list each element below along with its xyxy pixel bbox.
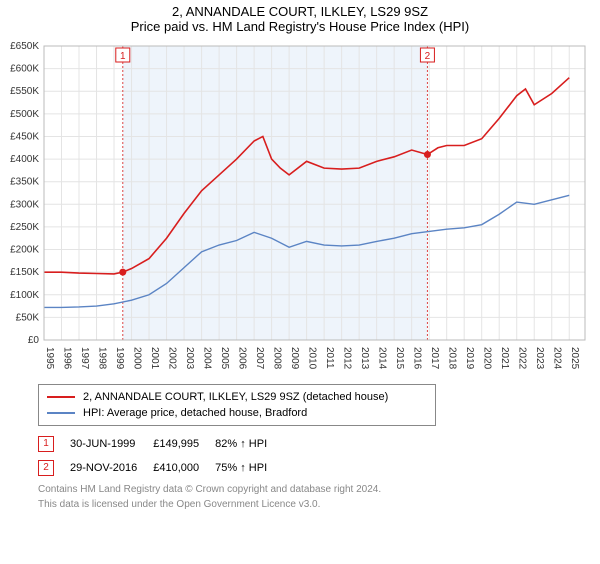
sale-date: 29-NOV-2016 xyxy=(70,456,153,480)
price-chart: £0 £50K £100K £150K £200K £250K £300K £350K £400… xyxy=(0,38,600,378)
svg-text:1: 1 xyxy=(120,51,126,62)
svg-text:£350K: £350K xyxy=(10,177,39,188)
sale-row: 2 29-NOV-2016£410,00075% ↑ HPI xyxy=(38,456,283,480)
svg-text:2006: 2006 xyxy=(237,347,248,370)
attribution-line-1: Contains HM Land Registry data © Crown c… xyxy=(38,484,600,495)
svg-text:2020: 2020 xyxy=(482,347,493,370)
legend-swatch xyxy=(47,412,75,414)
svg-text:1999: 1999 xyxy=(114,347,125,370)
sale-row: 1 30-JUN-1999£149,99582% ↑ HPI xyxy=(38,432,283,456)
svg-text:2009: 2009 xyxy=(289,347,300,370)
svg-text:2000: 2000 xyxy=(132,347,143,370)
svg-text:2010: 2010 xyxy=(307,347,318,370)
svg-text:2005: 2005 xyxy=(219,347,230,370)
sale-price: £149,995 xyxy=(153,432,215,456)
svg-text:2011: 2011 xyxy=(324,347,335,369)
svg-text:2008: 2008 xyxy=(272,347,283,370)
svg-text:2013: 2013 xyxy=(359,347,370,370)
svg-text:£200K: £200K xyxy=(10,245,39,256)
svg-text:1997: 1997 xyxy=(79,347,90,370)
svg-text:£300K: £300K xyxy=(10,199,39,210)
svg-text:£400K: £400K xyxy=(10,154,39,165)
svg-text:2003: 2003 xyxy=(184,347,195,370)
svg-text:2014: 2014 xyxy=(377,347,388,370)
svg-text:2022: 2022 xyxy=(517,347,528,370)
svg-text:£150K: £150K xyxy=(10,267,39,278)
svg-text:2: 2 xyxy=(425,51,431,62)
svg-text:2017: 2017 xyxy=(429,347,440,370)
svg-text:2024: 2024 xyxy=(552,347,563,370)
svg-text:2016: 2016 xyxy=(412,347,423,370)
legend-item: HPI: Average price, detached house, Brad… xyxy=(47,405,427,421)
svg-text:1998: 1998 xyxy=(97,347,108,370)
svg-text:£600K: £600K xyxy=(10,64,39,75)
sale-pct: 75% ↑ HPI xyxy=(215,456,283,480)
legend-item: 2, ANNANDALE COURT, ILKLEY, LS29 9SZ (de… xyxy=(47,389,427,405)
svg-text:2023: 2023 xyxy=(534,347,545,370)
svg-text:1995: 1995 xyxy=(44,347,55,370)
svg-text:£100K: £100K xyxy=(10,290,39,301)
legend-label: 2, ANNANDALE COURT, ILKLEY, LS29 9SZ (de… xyxy=(83,391,388,403)
sale-date: 30-JUN-1999 xyxy=(70,432,153,456)
svg-text:£550K: £550K xyxy=(10,86,39,97)
sale-pct: 82% ↑ HPI xyxy=(215,432,283,456)
svg-text:£50K: £50K xyxy=(16,312,40,323)
svg-text:2001: 2001 xyxy=(149,347,160,370)
attribution-line-2: This data is licensed under the Open Gov… xyxy=(38,499,600,510)
svg-text:2025: 2025 xyxy=(569,347,580,370)
svg-text:£250K: £250K xyxy=(10,222,39,233)
chart-title: 2, ANNANDALE COURT, ILKLEY, LS29 9SZ xyxy=(0,4,600,19)
svg-text:2018: 2018 xyxy=(447,347,458,370)
sale-marker-box: 2 xyxy=(38,460,54,476)
legend: 2, ANNANDALE COURT, ILKLEY, LS29 9SZ (de… xyxy=(38,384,436,426)
svg-text:£0: £0 xyxy=(28,335,40,346)
svg-text:£450K: £450K xyxy=(10,131,39,142)
svg-text:2002: 2002 xyxy=(167,347,178,370)
legend-label: HPI: Average price, detached house, Brad… xyxy=(83,407,307,419)
svg-text:2007: 2007 xyxy=(254,347,265,370)
sales-table: 1 30-JUN-1999£149,99582% ↑ HPI 2 29-NOV-201… xyxy=(38,432,600,480)
svg-text:2019: 2019 xyxy=(464,347,475,370)
chart-subtitle: Price paid vs. HM Land Registry's House … xyxy=(0,19,600,34)
svg-text:£500K: £500K xyxy=(10,109,39,120)
sale-marker-box: 1 xyxy=(38,436,54,452)
svg-text:2015: 2015 xyxy=(394,347,405,370)
svg-text:2012: 2012 xyxy=(342,347,353,370)
sale-price: £410,000 xyxy=(153,456,215,480)
svg-text:2021: 2021 xyxy=(499,347,510,370)
svg-text:1996: 1996 xyxy=(62,347,73,370)
svg-text:2004: 2004 xyxy=(202,347,213,370)
legend-swatch xyxy=(47,396,75,398)
svg-text:£650K: £650K xyxy=(10,41,39,52)
